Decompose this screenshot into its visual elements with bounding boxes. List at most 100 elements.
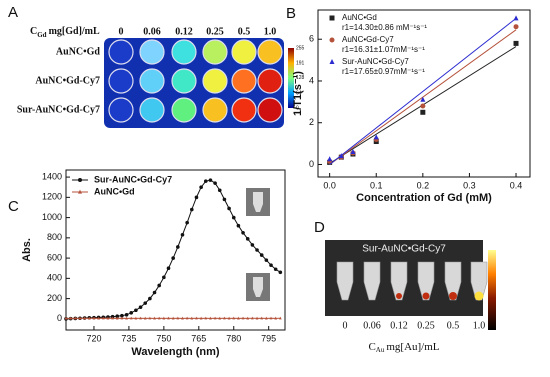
marker [78,316,82,320]
colorbar-tick-label: 191 [296,60,305,66]
marker [237,316,240,320]
marker [329,37,335,43]
marker [120,313,124,318]
vial [470,261,488,301]
marker [217,188,222,193]
conc-symbol: C [368,341,375,353]
concentration-label: 0.5 [447,320,460,331]
x-tick-label: 780 [226,333,241,343]
marker [180,233,185,237]
x-tick-label: 750 [156,333,171,343]
conc-unit: mg[Au]/mL [386,341,439,353]
well [202,39,228,65]
marker [148,296,152,301]
y-tick-label: 2 [309,117,314,127]
row-label: Sur-AuNC•Gd-Cy7 [17,104,100,115]
vial [363,261,381,301]
marker [166,266,171,271]
marker [269,316,273,320]
concentration-label: 0.12 [175,26,193,37]
marker [260,316,264,320]
conc-symbol: C [30,26,37,37]
well [108,68,134,94]
marker [420,103,426,109]
x-axis-label: Wavelength (nm) [131,346,220,358]
y-tick-label: 0 [309,159,314,169]
y-tick-label: 4 [309,75,314,85]
x-tick-label: 795 [261,333,276,343]
signal [474,291,484,301]
concentration-label: 0.12 [390,320,408,331]
well [231,39,257,65]
marker [199,185,203,190]
marker [204,316,208,320]
x-tick-label: 0.0 [323,180,336,190]
x-tick-label: 0.4 [510,180,523,190]
marker [92,316,96,320]
marker [231,215,236,220]
legend-label: AuNC•Gd [94,186,135,196]
marker [278,316,282,320]
marker [273,267,278,272]
well [257,97,283,123]
conc-sub: Gd [37,31,46,39]
well [171,39,197,65]
marker [153,316,156,320]
well [202,68,228,94]
marker [259,253,264,257]
marker [209,316,212,320]
x-tick-label: 0.2 [417,180,430,190]
marker [199,316,203,320]
concentration-label: 0.5 [238,26,251,37]
marker [190,316,194,320]
marker [278,270,283,275]
inset-vial [253,277,263,297]
well [257,39,283,65]
y-tick-label: 400 [47,273,62,283]
well [171,68,197,94]
well [231,97,257,123]
well [231,68,257,94]
legend-label: Sur-AuNC•Gd-Cy7 [94,174,172,184]
marker [64,316,68,320]
marker [420,96,426,102]
y-tick-label: 6 [309,34,314,44]
marker [420,109,426,115]
signal [449,292,457,300]
y-tick-label: 600 [47,252,62,262]
marker [241,316,245,320]
marker [78,178,82,182]
marker [338,153,344,159]
marker [167,316,170,320]
y-axis-label: 1/T1(s⁻¹) [292,71,304,116]
marker [223,316,226,320]
panel-label: D [314,219,325,236]
y-tick-label: 1200 [42,192,62,202]
marker [124,313,129,317]
concentration-label: 0.25 [206,26,224,37]
concentration-label: 0 [343,320,348,331]
marker [269,263,273,267]
marker [255,316,259,320]
marker [171,316,175,320]
marker [255,248,259,252]
marker [190,207,194,212]
y-tick-label: 1400 [42,171,62,181]
marker [125,316,128,320]
well [139,97,165,123]
marker [69,316,73,320]
marker [87,316,91,320]
marker [513,40,519,46]
marker [264,316,268,320]
vial [417,261,435,301]
marker [194,195,199,200]
concentration-axis: CAu mg[Au]/mL [368,341,439,354]
marker [134,316,138,320]
x-tick-label: 735 [121,333,136,343]
well [139,68,165,94]
marker [350,148,356,154]
imaging-title: Sur-AuNC•Gd-Cy7 [362,244,446,255]
marker [138,305,143,310]
